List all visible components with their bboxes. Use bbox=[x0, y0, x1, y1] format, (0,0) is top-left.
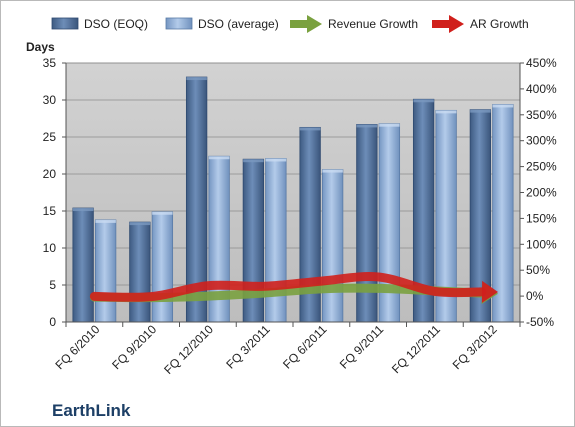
bar-top-highlight bbox=[299, 127, 321, 131]
legend-label-dso-eoq: DSO (EOQ) bbox=[84, 17, 148, 31]
legend-item-revenue-growth: Revenue Growth bbox=[290, 15, 418, 33]
x-tick-label: FQ 12/2011 bbox=[389, 322, 443, 376]
bar-dso-average bbox=[151, 211, 174, 323]
y-axis-title: Days bbox=[26, 40, 55, 54]
bar-top-highlight bbox=[413, 99, 434, 103]
y2-tick-label: 300% bbox=[526, 134, 557, 148]
y-tick-label: 30 bbox=[43, 93, 57, 107]
y2-tick-label: 450% bbox=[526, 56, 557, 70]
bar-top-highlight bbox=[129, 222, 151, 226]
legend-arrow-ar-growth bbox=[432, 15, 464, 33]
y-tick-label: 15 bbox=[43, 204, 57, 218]
arrowhead-ar-growth bbox=[481, 280, 499, 303]
legend-item-dso-eoq: DSO (EOQ) bbox=[51, 17, 148, 31]
bar-top-highlight bbox=[322, 169, 343, 173]
y2-tick-label: 150% bbox=[526, 211, 557, 225]
company-name: EarthLink bbox=[52, 401, 131, 420]
bar-top-highlight bbox=[186, 77, 207, 81]
bar-top-highlight bbox=[492, 104, 514, 108]
x-tick-label: FQ 3/2012 bbox=[450, 322, 500, 372]
y-tick-label: 25 bbox=[43, 130, 57, 144]
legend-label-ar-growth: AR Growth bbox=[470, 17, 529, 31]
growth-lines bbox=[89, 272, 499, 305]
x-tick-label: FQ 9/2011 bbox=[337, 322, 387, 372]
bar-top-highlight bbox=[95, 219, 116, 223]
legend-item-ar-growth: AR Growth bbox=[432, 15, 529, 33]
bar-dso-average bbox=[94, 219, 117, 323]
legend-item-dso-average: DSO (average) bbox=[165, 17, 279, 31]
x-tick-label: FQ 12/2010 bbox=[161, 322, 216, 377]
y-tick-label: 10 bbox=[43, 241, 57, 255]
y2-tick-label: 250% bbox=[526, 160, 557, 174]
bar-top-highlight bbox=[265, 158, 287, 162]
legend-swatch-dso-eoq bbox=[51, 17, 79, 30]
legend: DSO (EOQ) DSO (average) Revenue Growth A… bbox=[51, 15, 529, 33]
y2-tick-label: 0% bbox=[526, 289, 544, 303]
bar-dso-eoq bbox=[129, 221, 151, 323]
bar-top-highlight bbox=[208, 156, 230, 160]
x-tick-label: FQ 6/2010 bbox=[53, 322, 103, 372]
y2-tick-label: 100% bbox=[526, 237, 557, 251]
bar-top-highlight bbox=[356, 124, 378, 128]
bar-dso-average bbox=[265, 158, 287, 323]
legend-arrow-revenue-growth bbox=[290, 15, 322, 33]
x-tick-label: FQ 6/2011 bbox=[280, 322, 330, 372]
bar-dso-eoq bbox=[72, 207, 94, 323]
legend-swatch-dso-average bbox=[165, 17, 193, 30]
legend-label-revenue-growth: Revenue Growth bbox=[328, 17, 418, 31]
y2-tick-label: 400% bbox=[526, 82, 557, 96]
bar-top-highlight bbox=[243, 159, 264, 163]
bar-dso-average bbox=[321, 169, 344, 323]
y-tick-label: 20 bbox=[43, 167, 57, 181]
y-tick-label: 0 bbox=[49, 315, 56, 329]
y2-tick-label: 50% bbox=[526, 263, 550, 277]
bar-top-highlight bbox=[435, 110, 457, 114]
bar-top-highlight bbox=[470, 109, 491, 113]
legend-label-dso-average: DSO (average) bbox=[198, 17, 279, 31]
bar-dso-average bbox=[492, 104, 514, 323]
y2-tick-label: 200% bbox=[526, 186, 557, 200]
y2-tick-label: -50% bbox=[526, 315, 554, 329]
x-tick-label: FQ 3/2011 bbox=[223, 322, 273, 372]
x-tick-label: FQ 9/2010 bbox=[109, 322, 159, 372]
bar-top-highlight bbox=[379, 123, 400, 127]
y-tick-label: 5 bbox=[49, 278, 56, 292]
line-ar-growth bbox=[89, 272, 487, 302]
bar-top-highlight bbox=[72, 208, 94, 212]
y-tick-label: 35 bbox=[43, 56, 57, 70]
y2-tick-label: 350% bbox=[526, 108, 557, 122]
bar-top-highlight bbox=[152, 211, 173, 215]
